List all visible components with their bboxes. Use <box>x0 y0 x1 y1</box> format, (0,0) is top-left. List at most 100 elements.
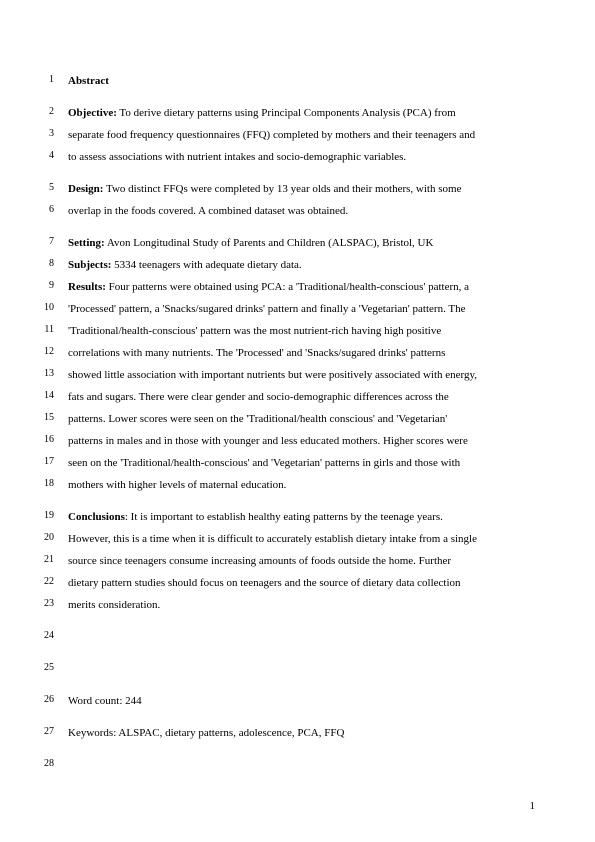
line-number: 6 <box>40 200 68 220</box>
line-number: 25 <box>40 658 68 678</box>
line-number: 16 <box>40 430 68 450</box>
abstract-body: 1Abstract 2Objective: To derive dietary p… <box>40 70 535 776</box>
manuscript-line: 27Keywords: ALSPAC, dietary patterns, ad… <box>40 722 535 744</box>
line-content: source since teenagers consume increasin… <box>68 550 535 572</box>
manuscript-line: 3separate food frequency questionnaires … <box>40 124 535 146</box>
line-text: However, this is a time when it is diffi… <box>68 533 477 545</box>
line-number: 15 <box>40 408 68 428</box>
line-content: dietary pattern studies should focus on … <box>68 572 535 594</box>
line-number: 18 <box>40 474 68 494</box>
manuscript-line: 16patterns in males and in those with yo… <box>40 430 535 452</box>
line-number: 9 <box>40 276 68 296</box>
manuscript-line: 5Design: Two distinct FFQs were complete… <box>40 178 535 200</box>
line-content: Setting: Avon Longitudinal Study of Pare… <box>68 232 535 254</box>
manuscript-line: 8Subjects: 5334 teenagers with adequate … <box>40 254 535 276</box>
line-text: overlap in the foods covered. A combined… <box>68 205 348 217</box>
section-gap <box>40 92 535 102</box>
manuscript-line: 2Objective: To derive dietary patterns u… <box>40 102 535 124</box>
line-text: patterns. Lower scores were seen on the … <box>68 413 447 425</box>
section-gap <box>40 168 535 178</box>
line-text: : It is important to establish healthy e… <box>125 511 443 523</box>
line-number: 21 <box>40 550 68 570</box>
section-gap <box>40 712 535 722</box>
manuscript-line: 14fats and sugars. There were clear gend… <box>40 386 535 408</box>
line-number: 28 <box>40 754 68 774</box>
line-text: correlations with many nutrients. The 'P… <box>68 347 445 359</box>
line-number: 14 <box>40 386 68 406</box>
line-content: seen on the 'Traditional/health-consciou… <box>68 452 535 474</box>
line-text: fats and sugars. There were clear gender… <box>68 391 449 403</box>
manuscript-line: 7Setting: Avon Longitudinal Study of Par… <box>40 232 535 254</box>
page-number: 1 <box>530 800 536 812</box>
line-number: 1 <box>40 70 68 90</box>
line-text: Four patterns were obtained using PCA: a… <box>106 281 469 293</box>
manuscript-line: 24 <box>40 626 535 648</box>
manuscript-line: 19Conclusions: It is important to establ… <box>40 506 535 528</box>
manuscript-line: 23merits consideration. <box>40 594 535 616</box>
line-text: 'Processed' pattern, a 'Snacks/sugared d… <box>68 303 465 315</box>
section-gap <box>40 648 535 658</box>
line-text: Avon Longitudinal Study of Parents and C… <box>105 237 434 249</box>
manuscript-line: 9Results: Four patterns were obtained us… <box>40 276 535 298</box>
manuscript-line: 21source since teenagers consume increas… <box>40 550 535 572</box>
manuscript-line: 22dietary pattern studies should focus o… <box>40 572 535 594</box>
line-text: to assess associations with nutrient int… <box>68 151 406 163</box>
line-number: 23 <box>40 594 68 614</box>
line-text: Keywords: ALSPAC, dietary patterns, adol… <box>68 727 344 739</box>
line-number: 8 <box>40 254 68 274</box>
line-number: 3 <box>40 124 68 144</box>
manuscript-line: 26Word count: 244 <box>40 690 535 712</box>
manuscript-line: 25 <box>40 658 535 680</box>
line-content: correlations with many nutrients. The 'P… <box>68 342 535 364</box>
line-content: to assess associations with nutrient int… <box>68 146 535 168</box>
line-text: mothers with higher levels of maternal e… <box>68 479 286 491</box>
manuscript-line: 11'Traditional/health-conscious' pattern… <box>40 320 535 342</box>
section-heading: Results: <box>68 281 106 293</box>
line-number: 5 <box>40 178 68 198</box>
line-content: Objective: To derive dietary patterns us… <box>68 102 535 124</box>
manuscript-line: 20However, this is a time when it is dif… <box>40 528 535 550</box>
manuscript-line: 6overlap in the foods covered. A combine… <box>40 200 535 222</box>
section-heading: Abstract <box>68 75 109 87</box>
section-heading: Conclusions <box>68 511 125 523</box>
line-text: 'Traditional/health-conscious' pattern w… <box>68 325 441 337</box>
line-number: 12 <box>40 342 68 362</box>
line-content: mothers with higher levels of maternal e… <box>68 474 535 496</box>
line-number: 19 <box>40 506 68 526</box>
section-heading: Setting: <box>68 237 105 249</box>
line-content: Conclusions: It is important to establis… <box>68 506 535 528</box>
line-number: 22 <box>40 572 68 592</box>
manuscript-line: 18mothers with higher levels of maternal… <box>40 474 535 496</box>
line-content: However, this is a time when it is diffi… <box>68 528 535 550</box>
section-gap <box>40 222 535 232</box>
line-text: merits consideration. <box>68 599 160 611</box>
line-number: 27 <box>40 722 68 742</box>
line-number: 11 <box>40 320 68 340</box>
line-text: Word count: 244 <box>68 695 142 707</box>
line-text: source since teenagers consume increasin… <box>68 555 451 567</box>
line-text: separate food frequency questionnaires (… <box>68 129 475 141</box>
section-gap <box>40 680 535 690</box>
section-heading: Objective: <box>68 107 117 119</box>
line-text: 5334 teenagers with adequate dietary dat… <box>111 259 301 271</box>
section-gap <box>40 616 535 626</box>
line-number: 2 <box>40 102 68 122</box>
line-text: To derive dietary patterns using Princip… <box>117 107 456 119</box>
line-content: Subjects: 5334 teenagers with adequate d… <box>68 254 535 276</box>
line-text: showed little association with important… <box>68 369 477 381</box>
line-content: Keywords: ALSPAC, dietary patterns, adol… <box>68 722 535 744</box>
manuscript-line: 15patterns. Lower scores were seen on th… <box>40 408 535 430</box>
manuscript-line: 12correlations with many nutrients. The … <box>40 342 535 364</box>
line-content: 'Traditional/health-conscious' pattern w… <box>68 320 535 342</box>
line-content: Results: Four patterns were obtained usi… <box>68 276 535 298</box>
line-content: overlap in the foods covered. A combined… <box>68 200 535 222</box>
manuscript-line: 10'Processed' pattern, a 'Snacks/sugared… <box>40 298 535 320</box>
line-number: 20 <box>40 528 68 548</box>
section-heading: Design: <box>68 183 103 195</box>
line-content: patterns in males and in those with youn… <box>68 430 535 452</box>
line-text: dietary pattern studies should focus on … <box>68 577 461 589</box>
line-content: Word count: 244 <box>68 690 535 712</box>
line-content: separate food frequency questionnaires (… <box>68 124 535 146</box>
line-content: Design: Two distinct FFQs were completed… <box>68 178 535 200</box>
line-number: 17 <box>40 452 68 472</box>
